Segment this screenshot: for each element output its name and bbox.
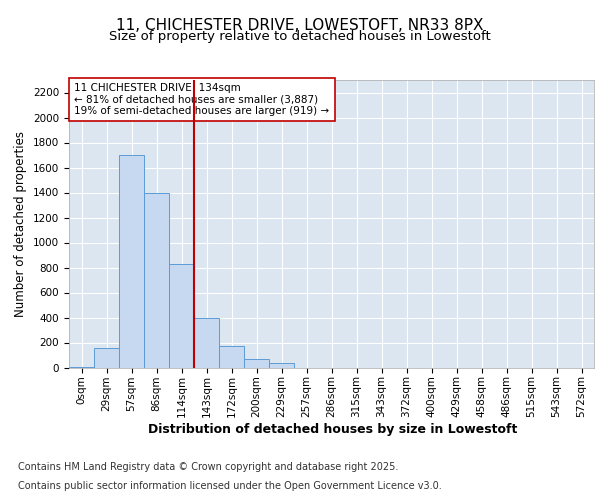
- Text: 11, CHICHESTER DRIVE, LOWESTOFT, NR33 8PX: 11, CHICHESTER DRIVE, LOWESTOFT, NR33 8P…: [116, 18, 484, 32]
- Bar: [94, 348, 119, 368]
- Y-axis label: Number of detached properties: Number of detached properties: [14, 130, 28, 317]
- Bar: [169, 264, 194, 368]
- Bar: [69, 367, 94, 368]
- Text: Contains public sector information licensed under the Open Government Licence v3: Contains public sector information licen…: [18, 481, 442, 491]
- Bar: [244, 360, 269, 368]
- Bar: [144, 192, 169, 368]
- Bar: [219, 346, 244, 368]
- Bar: [269, 363, 294, 368]
- Text: Distribution of detached houses by size in Lowestoft: Distribution of detached houses by size …: [148, 422, 518, 436]
- Bar: [194, 318, 219, 368]
- Text: 11 CHICHESTER DRIVE: 134sqm
← 81% of detached houses are smaller (3,887)
19% of : 11 CHICHESTER DRIVE: 134sqm ← 81% of det…: [74, 83, 329, 116]
- Text: Size of property relative to detached houses in Lowestoft: Size of property relative to detached ho…: [109, 30, 491, 43]
- Text: Contains HM Land Registry data © Crown copyright and database right 2025.: Contains HM Land Registry data © Crown c…: [18, 462, 398, 472]
- Bar: [119, 155, 144, 368]
